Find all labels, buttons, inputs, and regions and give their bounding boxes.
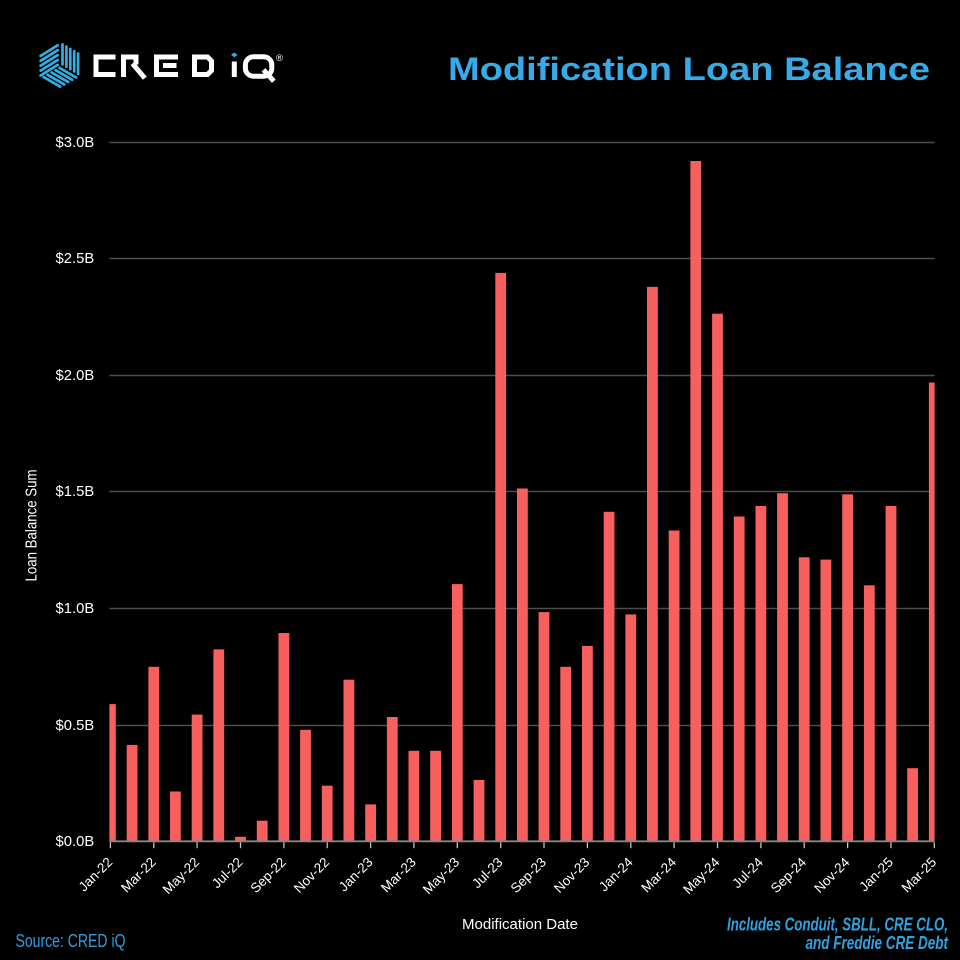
svg-text:Source: CRED iQ: Source: CRED iQ <box>16 931 126 951</box>
svg-text:Sep-23: Sep-23 <box>508 855 549 896</box>
svg-text:Loan Balance Sum: Loan Balance Sum <box>24 470 41 582</box>
svg-text:Jan-23: Jan-23 <box>336 855 376 895</box>
svg-text:$3.0B: $3.0B <box>56 135 95 151</box>
svg-text:May-23: May-23 <box>420 855 462 897</box>
svg-text:Modification Date: Modification Date <box>462 916 578 933</box>
svg-text:Jan-24: Jan-24 <box>596 854 636 894</box>
svg-text:Jul-22: Jul-22 <box>209 855 246 892</box>
svg-text:$2.0B: $2.0B <box>56 368 95 384</box>
svg-text:Jul-24: Jul-24 <box>729 854 766 891</box>
svg-text:Mar-23: Mar-23 <box>378 855 419 896</box>
svg-text:Includes Conduit, SBLL, CRE CL: Includes Conduit, SBLL, CRE CLO, <box>727 915 948 935</box>
svg-text:Mar-22: Mar-22 <box>118 855 159 896</box>
svg-text:$2.5B: $2.5B <box>56 251 95 267</box>
svg-text:Sep-22: Sep-22 <box>248 855 289 896</box>
svg-text:$1.0B: $1.0B <box>56 601 95 617</box>
svg-text:Modification Loan Balance: Modification Loan Balance <box>448 51 930 87</box>
svg-text:$0.0B: $0.0B <box>56 834 95 850</box>
svg-text:May-24: May-24 <box>680 854 723 897</box>
svg-text:Jan-25: Jan-25 <box>856 855 896 895</box>
svg-text:May-22: May-22 <box>160 855 202 897</box>
svg-text:$1.5B: $1.5B <box>56 484 95 500</box>
svg-text:Nov-24: Nov-24 <box>811 854 853 896</box>
svg-text:Jan-22: Jan-22 <box>76 855 116 895</box>
svg-text:Sep-24: Sep-24 <box>768 854 810 896</box>
svg-text:$0.5B: $0.5B <box>56 718 95 734</box>
svg-text:Nov-22: Nov-22 <box>291 855 332 896</box>
svg-text:Mar-25: Mar-25 <box>898 855 939 896</box>
svg-text:®: ® <box>276 53 283 64</box>
svg-text:and Freddie CRE Debt: and Freddie CRE Debt <box>806 933 949 953</box>
svg-text:Mar-24: Mar-24 <box>638 854 679 895</box>
svg-text:Jul-23: Jul-23 <box>469 855 506 892</box>
svg-text:Nov-23: Nov-23 <box>551 855 592 896</box>
